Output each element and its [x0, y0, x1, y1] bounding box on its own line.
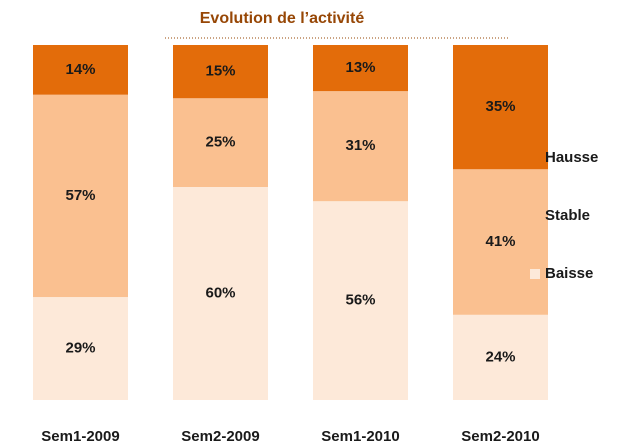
value-label: 31%: [345, 137, 375, 154]
bar-segment: [173, 187, 268, 400]
value-label: 13%: [345, 59, 375, 76]
legend-swatch: [530, 269, 540, 279]
value-label: 41%: [485, 233, 515, 250]
value-label: 57%: [65, 187, 95, 204]
value-label: 56%: [345, 292, 375, 309]
x-tick-label: Sem1-2010: [321, 428, 399, 445]
bar-segment: [313, 45, 408, 92]
bar-segment: [33, 45, 128, 95]
bar-segment: [33, 297, 128, 400]
value-label: 25%: [205, 134, 235, 151]
bar-segment: [173, 98, 268, 187]
x-tick-label: Sem2-2009: [181, 428, 259, 445]
value-label: 29%: [65, 339, 95, 356]
legend-label: Baisse: [545, 265, 593, 282]
bar-segment: [453, 45, 548, 170]
bar-segment: [173, 45, 268, 99]
value-label: 60%: [205, 284, 235, 301]
legend-swatch: [530, 153, 540, 163]
bar-segment: [313, 91, 408, 202]
x-tick-label: Sem2-2010: [461, 428, 539, 445]
value-label: 24%: [485, 348, 515, 365]
x-tick-label: Sem1-2009: [41, 428, 119, 445]
legend-swatch: [530, 211, 540, 221]
legend-label: Stable: [545, 207, 590, 224]
legend-label: Hausse: [545, 149, 598, 166]
bar-segment: [453, 314, 548, 400]
value-label: 14%: [65, 61, 95, 78]
bar-segment: [313, 201, 408, 400]
value-label: 15%: [205, 63, 235, 80]
bar-segment: [33, 94, 128, 298]
chart-title: Evolution de l’activité: [200, 10, 365, 27]
bar-segment: [453, 169, 548, 315]
value-label: 35%: [485, 98, 515, 115]
